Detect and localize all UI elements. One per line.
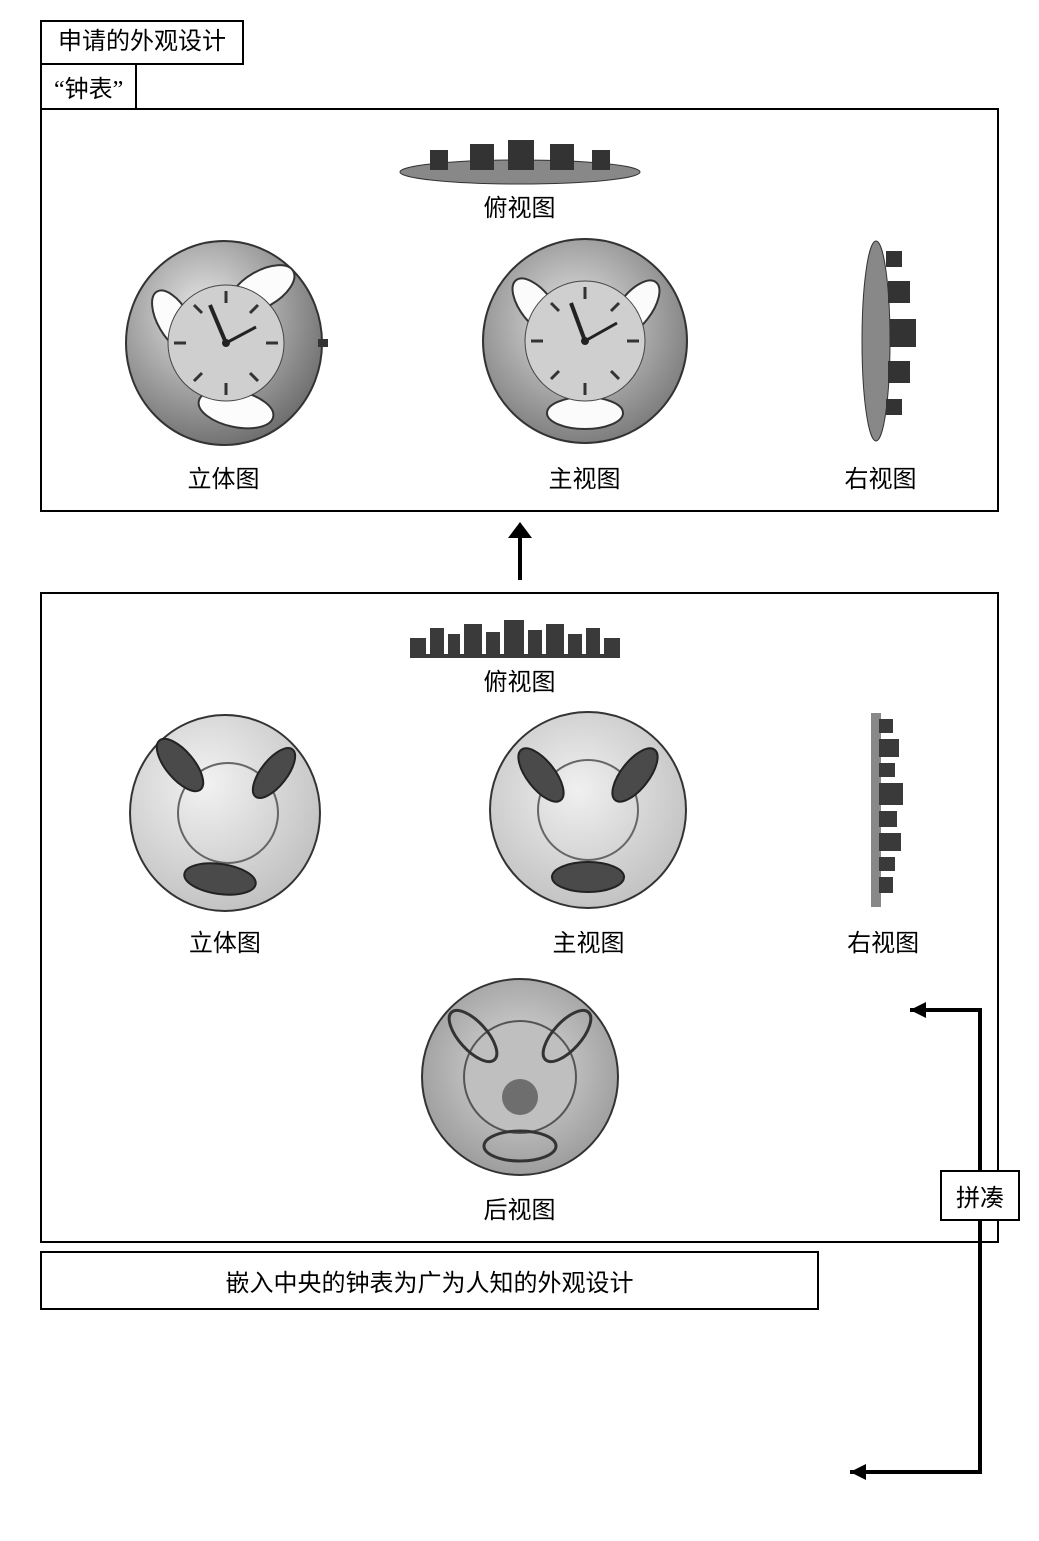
panel-prior-art: 俯视图 立体图 [40, 592, 999, 1243]
hub-top-view [390, 610, 650, 662]
caption-perspective-2: 立体图 [189, 923, 261, 958]
hub-front [483, 705, 693, 915]
caption-front-2: 主视图 [552, 923, 624, 958]
clock-right-side [836, 231, 926, 451]
clock-perspective [114, 231, 334, 451]
hub-rear [415, 972, 625, 1182]
caption-rear: 后视图 [484, 1190, 556, 1225]
header-subtitle: “钟表” [40, 63, 137, 110]
caption-front-1: 主视图 [549, 459, 621, 494]
header-title: 申请的外观设计 [40, 20, 244, 65]
panel-applied-design: 俯视图 [40, 108, 999, 512]
side-label-combine: 拼凑 [940, 1170, 1020, 1221]
caption-top-view-2: 俯视图 [484, 662, 556, 697]
caption-top-view-1: 俯视图 [484, 188, 556, 223]
caption-right-2: 右视图 [847, 923, 919, 958]
clock-front [475, 231, 695, 451]
hub-right-side [853, 705, 913, 915]
hub-perspective [120, 705, 330, 915]
arrow-up-icon [500, 522, 540, 582]
clock-top-view [390, 126, 650, 188]
caption-perspective-1: 立体图 [188, 459, 260, 494]
footer-text: 嵌入中央的钟表为广为人知的外观设计 [40, 1251, 819, 1310]
caption-right-1: 右视图 [845, 459, 917, 494]
